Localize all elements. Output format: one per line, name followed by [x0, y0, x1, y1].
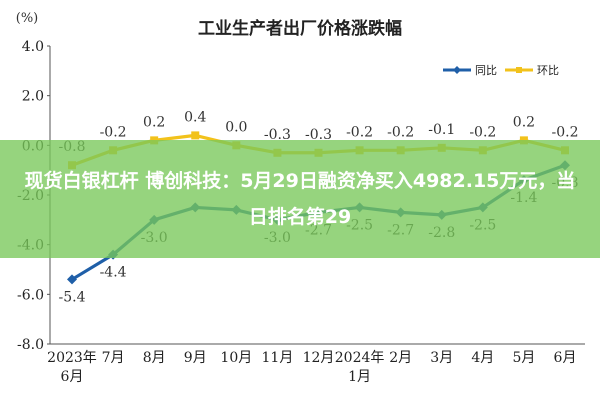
data-label-1: -0.2 [469, 124, 496, 140]
series-marker-1 [191, 131, 200, 140]
x-tick-label: 5月 [512, 350, 535, 366]
x-tick-label: 2024年 1月 [335, 350, 385, 385]
data-label-1: -0.2 [346, 124, 373, 140]
x-tick-label: 4月 [471, 350, 494, 366]
y-axis-label: (%) [16, 11, 39, 26]
data-label-1: -0.2 [100, 124, 127, 140]
x-tick-label: 10月 [220, 350, 252, 366]
data-label-1: 0.4 [184, 109, 206, 125]
data-label-1: -0.3 [305, 127, 332, 143]
x-tick-label: 11月 [262, 350, 294, 366]
data-label-1: 0.0 [225, 119, 247, 135]
y-tick-label: -8.0 [17, 337, 44, 353]
x-tick-label: 2023年 6月 [47, 350, 97, 385]
chart-title: 工业生产者出厂价格涨跌幅 [198, 18, 402, 39]
data-label-1: -0.3 [264, 127, 291, 143]
data-label-1: -0.1 [428, 122, 455, 138]
x-tick-label: 2月 [389, 350, 412, 366]
overlay-banner [0, 140, 600, 258]
data-label-1: -0.2 [387, 124, 414, 140]
data-label-1: 0.2 [513, 114, 535, 130]
legend-label-0: 同比 [475, 64, 497, 77]
y-tick-label: -6.0 [17, 287, 44, 303]
data-label-1: -0.2 [552, 124, 579, 140]
legend-label-1: 环比 [537, 64, 559, 77]
series-marker-0 [67, 274, 77, 285]
x-tick-label: 3月 [430, 350, 453, 366]
overlay-banner-text: 现货白银杠杆 博创科技：5月29日融资净买入4982.15万元，当日排名第29 [24, 170, 576, 228]
x-tick-label: 12月 [303, 350, 335, 366]
x-tick-label: 9月 [184, 350, 207, 366]
x-tick-label: 8月 [143, 350, 166, 366]
legend-marker-1 [516, 67, 522, 73]
x-tick-label: 7月 [102, 350, 125, 366]
x-tick-label: 6月 [554, 350, 577, 366]
y-tick-label: 2.0 [22, 89, 44, 105]
y-tick-label: 4.0 [22, 39, 44, 55]
legend: 同比 环比 [443, 64, 559, 77]
data-label-0: -4.4 [100, 265, 127, 281]
data-label-1: 0.2 [143, 114, 165, 130]
legend-marker-0 [453, 66, 461, 74]
data-label-0: -5.4 [59, 289, 86, 305]
